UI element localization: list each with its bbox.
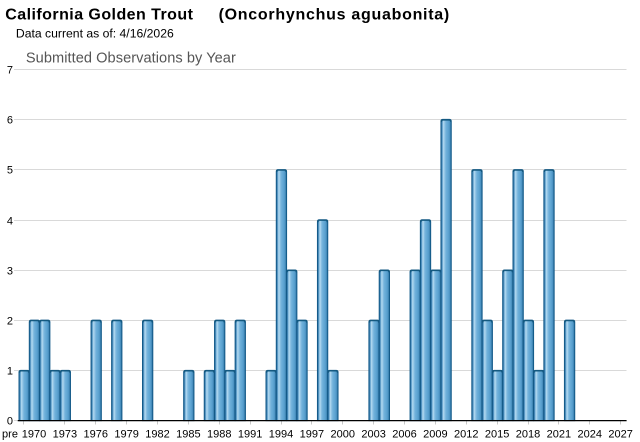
svg-text:1970: 1970 — [22, 429, 46, 441]
svg-text:California Golden Trout: California Golden Trout — [5, 6, 193, 23]
svg-text:6: 6 — [7, 115, 13, 127]
svg-text:1979: 1979 — [114, 429, 138, 441]
svg-text:2024: 2024 — [578, 429, 602, 441]
svg-text:Submitted Observations by Year: Submitted Observations by Year — [26, 51, 236, 67]
svg-text:1: 1 — [7, 366, 13, 378]
svg-text:1985: 1985 — [176, 429, 200, 441]
svg-text:4: 4 — [7, 216, 13, 228]
svg-text:2: 2 — [7, 316, 13, 328]
svg-text:5: 5 — [7, 165, 13, 177]
svg-text:1976: 1976 — [84, 429, 108, 441]
svg-text:2021: 2021 — [547, 429, 571, 441]
svg-text:0: 0 — [7, 416, 13, 428]
svg-text:2000: 2000 — [331, 429, 355, 441]
svg-text:1982: 1982 — [145, 429, 169, 441]
svg-text:1997: 1997 — [300, 429, 324, 441]
svg-text:(Oncorhynchus aguabonita): (Oncorhynchus aguabonita) — [219, 6, 450, 23]
svg-text:pre: pre — [2, 429, 18, 441]
svg-text:2009: 2009 — [423, 429, 447, 441]
svg-text:2015: 2015 — [485, 429, 509, 441]
svg-text:2027: 2027 — [608, 429, 632, 441]
svg-text:7: 7 — [7, 65, 13, 77]
svg-text:2018: 2018 — [516, 429, 540, 441]
svg-text:Data current as of: 4/16/2026: Data current as of: 4/16/2026 — [16, 26, 174, 40]
svg-text:1988: 1988 — [207, 429, 231, 441]
svg-text:2003: 2003 — [361, 429, 385, 441]
svg-text:2006: 2006 — [392, 429, 416, 441]
svg-text:2012: 2012 — [454, 429, 478, 441]
svg-text:1991: 1991 — [238, 429, 262, 441]
svg-text:3: 3 — [7, 266, 13, 278]
svg-text:1973: 1973 — [53, 429, 77, 441]
svg-text:1994: 1994 — [269, 429, 293, 441]
